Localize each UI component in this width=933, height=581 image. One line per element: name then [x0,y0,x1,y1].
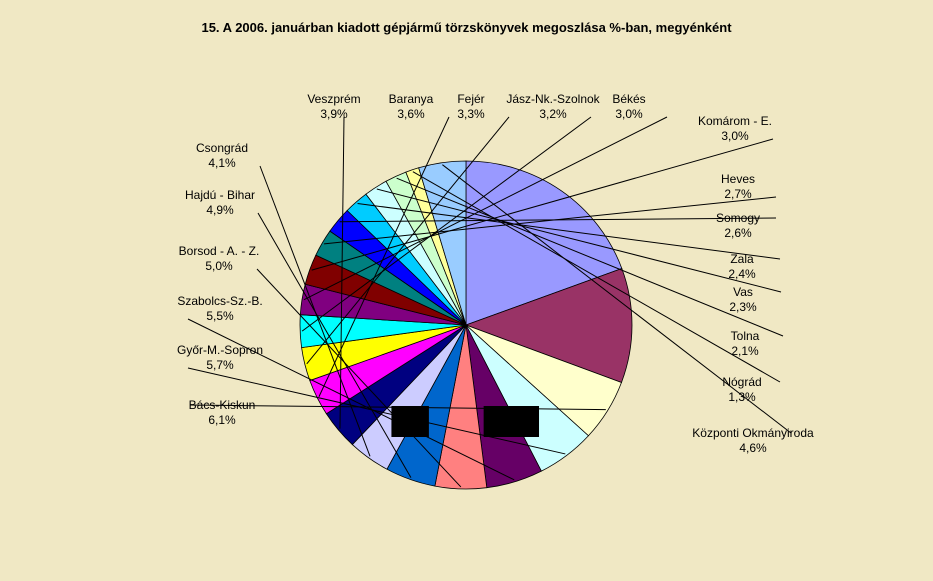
slice-label: Szabolcs-Sz.-B. [177,294,262,308]
slice-value-label: 2,1% [731,344,759,358]
leader-line [187,318,515,481]
slice-value-label: 6,1% [208,413,236,427]
slice-value-label: 2,4% [728,267,756,281]
slice-value-label: 5,7% [206,358,234,372]
slice-value-label: 3,0% [721,129,749,143]
slice-value-label: 4,9% [206,203,234,217]
slice-value-label: 3,9% [320,107,348,121]
slice-value-label: 3,0% [615,107,643,121]
slice-label: Baranya [389,92,434,106]
slice-label: Jász-Nk.-Szolnok [506,92,600,106]
pie-slice [464,267,633,384]
leader-line [259,165,371,457]
leader-line [187,367,566,455]
slice-value-label: 5,0% [205,259,233,273]
leader-lines [187,116,792,488]
leader-line [412,171,781,383]
slice-label: Heves [721,172,755,186]
slice-label: Bács-Kiskun [189,398,256,412]
slice-label: Hajdú - Bihar [185,188,255,202]
slice-value-label: 5,5% [206,309,234,323]
slice-label: Fejér [457,92,484,106]
slice-label: Pest [398,407,423,421]
leader-line [303,116,668,301]
leader-line [318,116,450,397]
leader-line [257,212,412,478]
slice-label: Vas [733,285,753,299]
slice-value-label: 4,1% [208,156,236,170]
slice-label: Nógrád [722,375,761,389]
slice-value-label: 1,3% [728,390,756,404]
label-background [483,406,540,437]
slice-label: Komárom - E. [698,114,772,128]
slice-label: Zala [730,252,754,266]
leader-line [311,138,774,271]
slice-label: Tolna [731,329,760,343]
slice-value-label: 11,3% [393,422,426,436]
leader-line [301,116,592,332]
leader-line [357,202,781,260]
slice-value-label: 3,2% [539,107,567,121]
leader-line [396,177,784,337]
leader-line [339,217,777,223]
slice-value-label: 4,6% [739,441,767,455]
slice-value-label: 2,6% [724,226,752,240]
slice-label: Budapest [486,407,537,421]
slice-label: Központi Okmányiroda [692,426,814,440]
slice-label: Veszprém [307,92,360,106]
leader-line [376,188,782,293]
slice-value-label: 2,7% [724,187,752,201]
slice-label: Somogy [716,211,760,225]
leader-line [339,116,345,429]
slice-value-label: 2,3% [729,300,757,314]
chart-title: 15. A 2006. januárban kiadott gépjármű t… [201,20,732,35]
leader-line [256,268,462,488]
slice-value-label: 3,3% [457,107,485,121]
slice-value-label: 19,4% [494,422,528,436]
slice-label: Csongrád [196,141,248,155]
leader-line [306,116,510,365]
slice-label: Borsod - A. - Z. [179,244,260,258]
leader-line [442,164,792,434]
slice-label: Békés [612,92,645,106]
slice-value-label: 3,6% [397,107,425,121]
label-background [391,406,429,437]
slice-label: Győr-M.-Sopron [177,343,263,357]
